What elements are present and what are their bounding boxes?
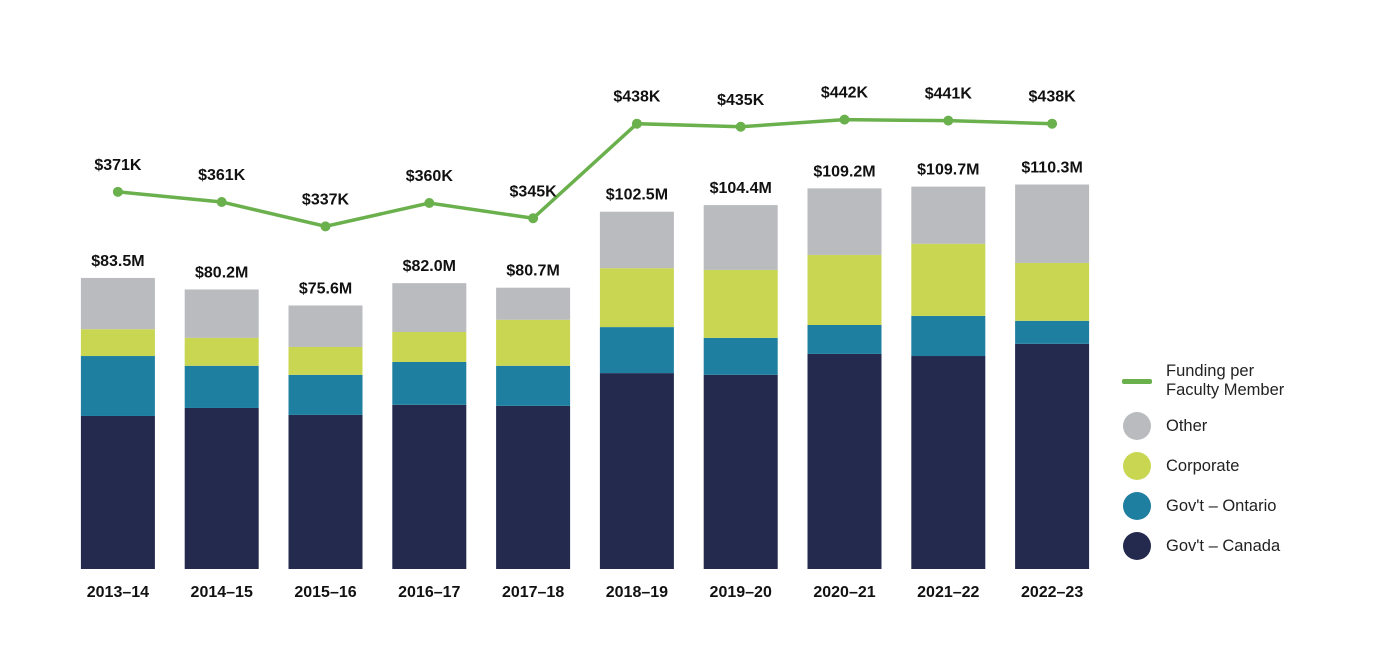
line-label: $441K <box>925 86 973 103</box>
x-tick-label: 2019–20 <box>710 584 772 601</box>
line-point <box>320 221 331 232</box>
bar-segment <box>184 337 259 366</box>
bar-segment <box>392 331 467 362</box>
bar-segment <box>80 329 155 357</box>
legend-swatch <box>1122 378 1152 384</box>
legend-label: Other <box>1166 416 1208 435</box>
legend-swatch <box>1123 532 1151 560</box>
bar-segment <box>911 186 986 244</box>
bar-segment <box>703 374 778 569</box>
legend-label: Corporate <box>1166 456 1240 475</box>
bar-segment <box>288 414 363 569</box>
total-label: $110.3M <box>1021 160 1082 177</box>
bar-segment <box>703 269 778 338</box>
bar-segment <box>807 353 882 569</box>
bar-segment <box>80 356 155 416</box>
line-label: $360K <box>406 168 454 185</box>
total-label: $80.2M <box>195 264 248 281</box>
line-point <box>631 118 642 129</box>
total-label: $80.7M <box>506 263 559 280</box>
bar-segment <box>807 325 882 354</box>
bar-segment <box>288 305 363 347</box>
legend-item: Funding per Faculty Member <box>1122 362 1312 400</box>
line-point <box>839 114 850 125</box>
line-label: $438K <box>613 89 661 106</box>
bar-segment <box>1015 262 1090 321</box>
legend-label: Funding per Faculty Member <box>1166 362 1285 399</box>
x-tick-label: 2017–18 <box>502 584 564 601</box>
x-tick-label: 2018–19 <box>606 584 668 601</box>
bar-segment <box>184 289 259 338</box>
bar-segment <box>496 365 571 406</box>
bar-segment <box>392 283 467 332</box>
x-tick-label: 2015–16 <box>294 584 356 601</box>
bar-segment <box>599 373 674 569</box>
legend-swatch <box>1123 492 1151 520</box>
total-label: $75.6M <box>299 280 352 297</box>
bar-segment <box>288 346 363 375</box>
x-tick-label: 2020–21 <box>813 584 875 601</box>
bar-segment <box>392 361 467 405</box>
legend-item: Gov't – Ontario <box>1122 492 1312 520</box>
line-point <box>735 121 746 132</box>
line-label: $442K <box>821 85 869 102</box>
bar-segment <box>184 407 259 569</box>
legend-swatch <box>1123 412 1151 440</box>
bar-segment <box>1015 343 1090 569</box>
line-point <box>112 186 123 197</box>
bar-segment <box>80 415 155 569</box>
line-label: $371K <box>94 157 142 174</box>
legend-label: Gov't – Ontario <box>1166 496 1277 515</box>
bar-segment <box>599 327 674 374</box>
bar-segment <box>1015 320 1090 344</box>
bar-segment <box>599 211 674 269</box>
bar-segment <box>807 254 882 325</box>
legend-swatch <box>1123 452 1151 480</box>
total-label: $109.2M <box>813 163 875 180</box>
bar-segment <box>1015 184 1090 263</box>
total-label: $82.0M <box>403 258 456 275</box>
bar-segment <box>496 319 571 366</box>
line-label: $361K <box>198 167 246 184</box>
bar-segment <box>288 374 363 415</box>
bar-segment <box>911 243 986 316</box>
line <box>117 117 1053 229</box>
x-tick-label: 2014–15 <box>191 584 253 601</box>
bar-segment <box>911 315 986 357</box>
bar-segment <box>703 205 778 270</box>
bar-segment <box>80 277 155 330</box>
x-tick-label: 2013–14 <box>87 584 149 601</box>
bar-segment <box>496 287 571 320</box>
x-tick-label: 2022–23 <box>1021 584 1083 601</box>
line-label: $438K <box>1029 89 1077 106</box>
total-label: $104.4M <box>710 180 772 197</box>
line-label: $435K <box>717 92 765 109</box>
x-tick-label: 2016–17 <box>398 584 460 601</box>
legend-item: Gov't – Canada <box>1122 532 1312 560</box>
total-label: $83.5M <box>91 253 144 270</box>
legend: Funding per Faculty Member Other Corporate… <box>1122 362 1312 572</box>
bar-segment <box>703 337 778 375</box>
bar-segment <box>807 188 882 255</box>
bar-segment <box>911 356 986 569</box>
line-point <box>528 213 539 224</box>
line-label: $345K <box>510 183 558 200</box>
bar-segment <box>599 268 674 328</box>
total-label: $102.5M <box>606 187 668 204</box>
legend-item: Corporate <box>1122 452 1312 480</box>
line-point <box>424 198 435 208</box>
line-point <box>1047 118 1058 129</box>
bar-segment <box>496 405 571 569</box>
legend-item: Other <box>1122 412 1312 440</box>
bar-segment <box>392 404 467 569</box>
total-label: $109.7M <box>917 162 979 179</box>
bar-segment <box>184 365 259 408</box>
line-label: $337K <box>302 191 350 208</box>
line-point <box>943 115 954 126</box>
legend-label: Gov't – Canada <box>1166 536 1281 555</box>
line-point <box>216 196 227 207</box>
x-tick-label: 2021–22 <box>917 584 979 601</box>
